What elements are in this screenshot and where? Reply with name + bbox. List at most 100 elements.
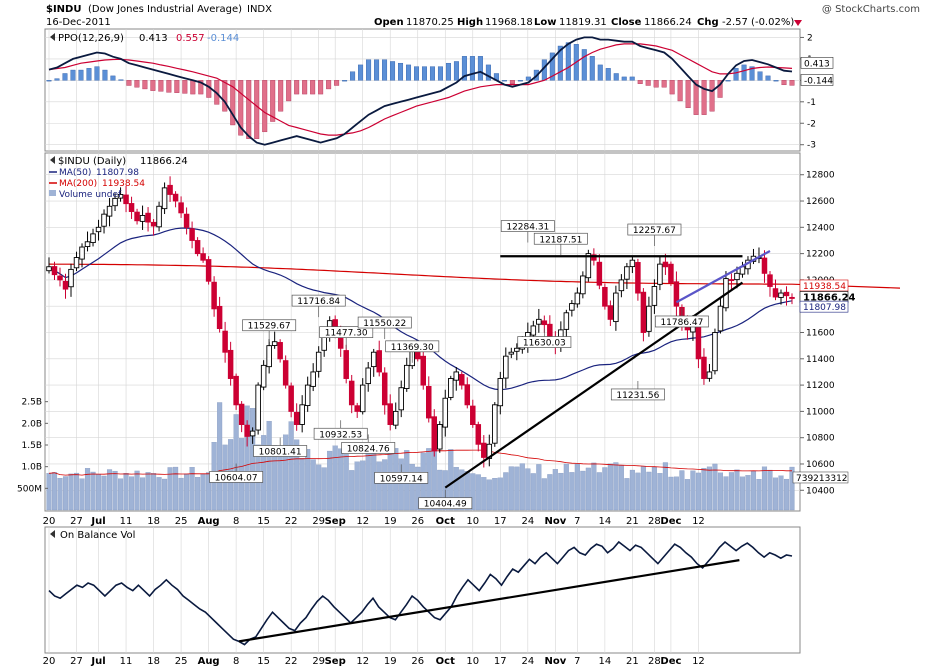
volume-last-value-box (792, 471, 849, 484)
price-x-tick-label: 12 (356, 516, 369, 527)
annotation-box (418, 497, 473, 510)
volume-bar (536, 464, 542, 511)
volume-bar (728, 472, 735, 511)
volume-bar (530, 473, 536, 511)
ppo-line (48, 36, 793, 146)
candle-body (464, 384, 471, 406)
annotation-label: 11477.30 (325, 329, 368, 339)
candle-body (706, 371, 713, 379)
candle-body (156, 205, 162, 228)
candle-body (783, 291, 790, 297)
ppo-signal-line (48, 43, 793, 136)
ppo-legend: PPO(12,26,9) 0.413 0.557 -0.144 (50, 33, 239, 44)
ppo-histogram-bar (605, 68, 611, 81)
price-x-tick-label: 22 (285, 516, 298, 527)
ppo-histogram-bar (126, 80, 132, 86)
price-x-tick-label: Aug (198, 516, 220, 527)
price-legend-icon (50, 156, 55, 164)
price-trendline-projection (675, 250, 771, 304)
volume-tick-label: 2.0B (22, 419, 43, 429)
ppo-histogram-bar (757, 71, 763, 81)
candle-body (90, 233, 96, 244)
annotation-label: 10801.41 (259, 447, 302, 457)
annotation-label: 11550.22 (363, 319, 406, 329)
ticker-name: (Dow Jones Industrial Average) (88, 4, 242, 15)
volume-legend-swatch (49, 190, 56, 196)
ma50-legend-label: MA(50) (59, 168, 91, 178)
volume-bar (294, 439, 300, 511)
volume-bar (459, 469, 465, 511)
volume-bar (668, 476, 674, 511)
price-x-tick-label: 17 (494, 516, 507, 527)
volume-bar (448, 449, 454, 511)
candle-body (343, 350, 349, 379)
volume-bar (332, 445, 338, 511)
obv-layer (48, 540, 793, 646)
volume-tick-label: 2.5B (22, 398, 43, 408)
obv-x-tick-label: 21 (626, 656, 639, 667)
candle-body (381, 372, 388, 406)
candle-body (646, 305, 652, 332)
ppo-histogram-bar (613, 73, 619, 81)
candle-body (84, 241, 91, 248)
ppo-histogram-bar (557, 45, 563, 81)
volume-bar (646, 471, 652, 511)
price-y-tick-label: 11200 (806, 381, 835, 391)
price-x-tick-label: 18 (147, 516, 160, 527)
volume-bar (206, 472, 212, 511)
volume-bar (79, 478, 85, 511)
ppo-histogram-bar (461, 56, 467, 81)
price-x-tick-label: 11 (120, 516, 133, 527)
annotation-box (209, 471, 264, 483)
obv-x-tick-label: Dec (660, 656, 681, 667)
ppo-histogram-bar (190, 80, 196, 95)
annotation-label: 11369.30 (391, 343, 434, 353)
candle-body (57, 275, 63, 281)
ppo-histogram-bar (469, 56, 475, 81)
volume-bar (129, 476, 135, 511)
price-x-tick-label: 24 (521, 516, 534, 527)
ma200-legend-label: MA(200) (59, 179, 97, 189)
ppo-histogram-bar (374, 59, 380, 81)
ppo-histogram-bar (453, 61, 459, 81)
ppo-histogram-bar (485, 64, 491, 81)
volume-bar (106, 469, 113, 511)
volume-bar (596, 472, 602, 511)
ppo-histogram-bar (94, 66, 100, 81)
volume-bar (552, 469, 558, 511)
volume-bar (624, 478, 630, 511)
ppo-histogram-bar (701, 80, 707, 115)
ppo-histogram-bar (773, 80, 779, 82)
ma200-line (48, 263, 901, 289)
volume-bar (453, 467, 459, 511)
volume-bar (701, 468, 707, 511)
ppo-histogram-bar (366, 59, 372, 81)
obv-x-tick-label: 17 (494, 656, 507, 667)
volume-bar (360, 460, 366, 511)
volume-bar (184, 473, 190, 511)
annotation-box (610, 388, 665, 401)
candle-body (728, 279, 735, 282)
obv-x-tick-label: 10 (466, 656, 479, 667)
candle-body (778, 292, 784, 298)
candle-body (470, 405, 476, 425)
ppo-histogram-bar (390, 61, 396, 81)
volume-bar (519, 463, 525, 511)
volume-bar (640, 465, 646, 511)
ppo-histogram-bar (86, 68, 92, 81)
volume-bar (145, 472, 151, 511)
ppo-y-tick-label: -1 (807, 98, 816, 108)
volume-bar (717, 472, 724, 511)
ppo-y-tick-label: 2 (807, 33, 813, 43)
ppo-histogram-bar (166, 80, 172, 93)
annotation-box (291, 294, 346, 307)
open-label: Open (374, 17, 404, 28)
price-x-tick-label: 7 (574, 516, 580, 527)
candle-body (299, 404, 305, 425)
candle-body (150, 221, 157, 227)
obv-x-tick-label: 29 (312, 656, 325, 667)
volume-bar (62, 476, 69, 511)
price-legend: $INDU (Daily) 11866.24 MA(50) 11807.98 M… (49, 156, 188, 200)
volume-bar (629, 469, 635, 511)
price-x-tick-label: 25 (175, 516, 188, 527)
